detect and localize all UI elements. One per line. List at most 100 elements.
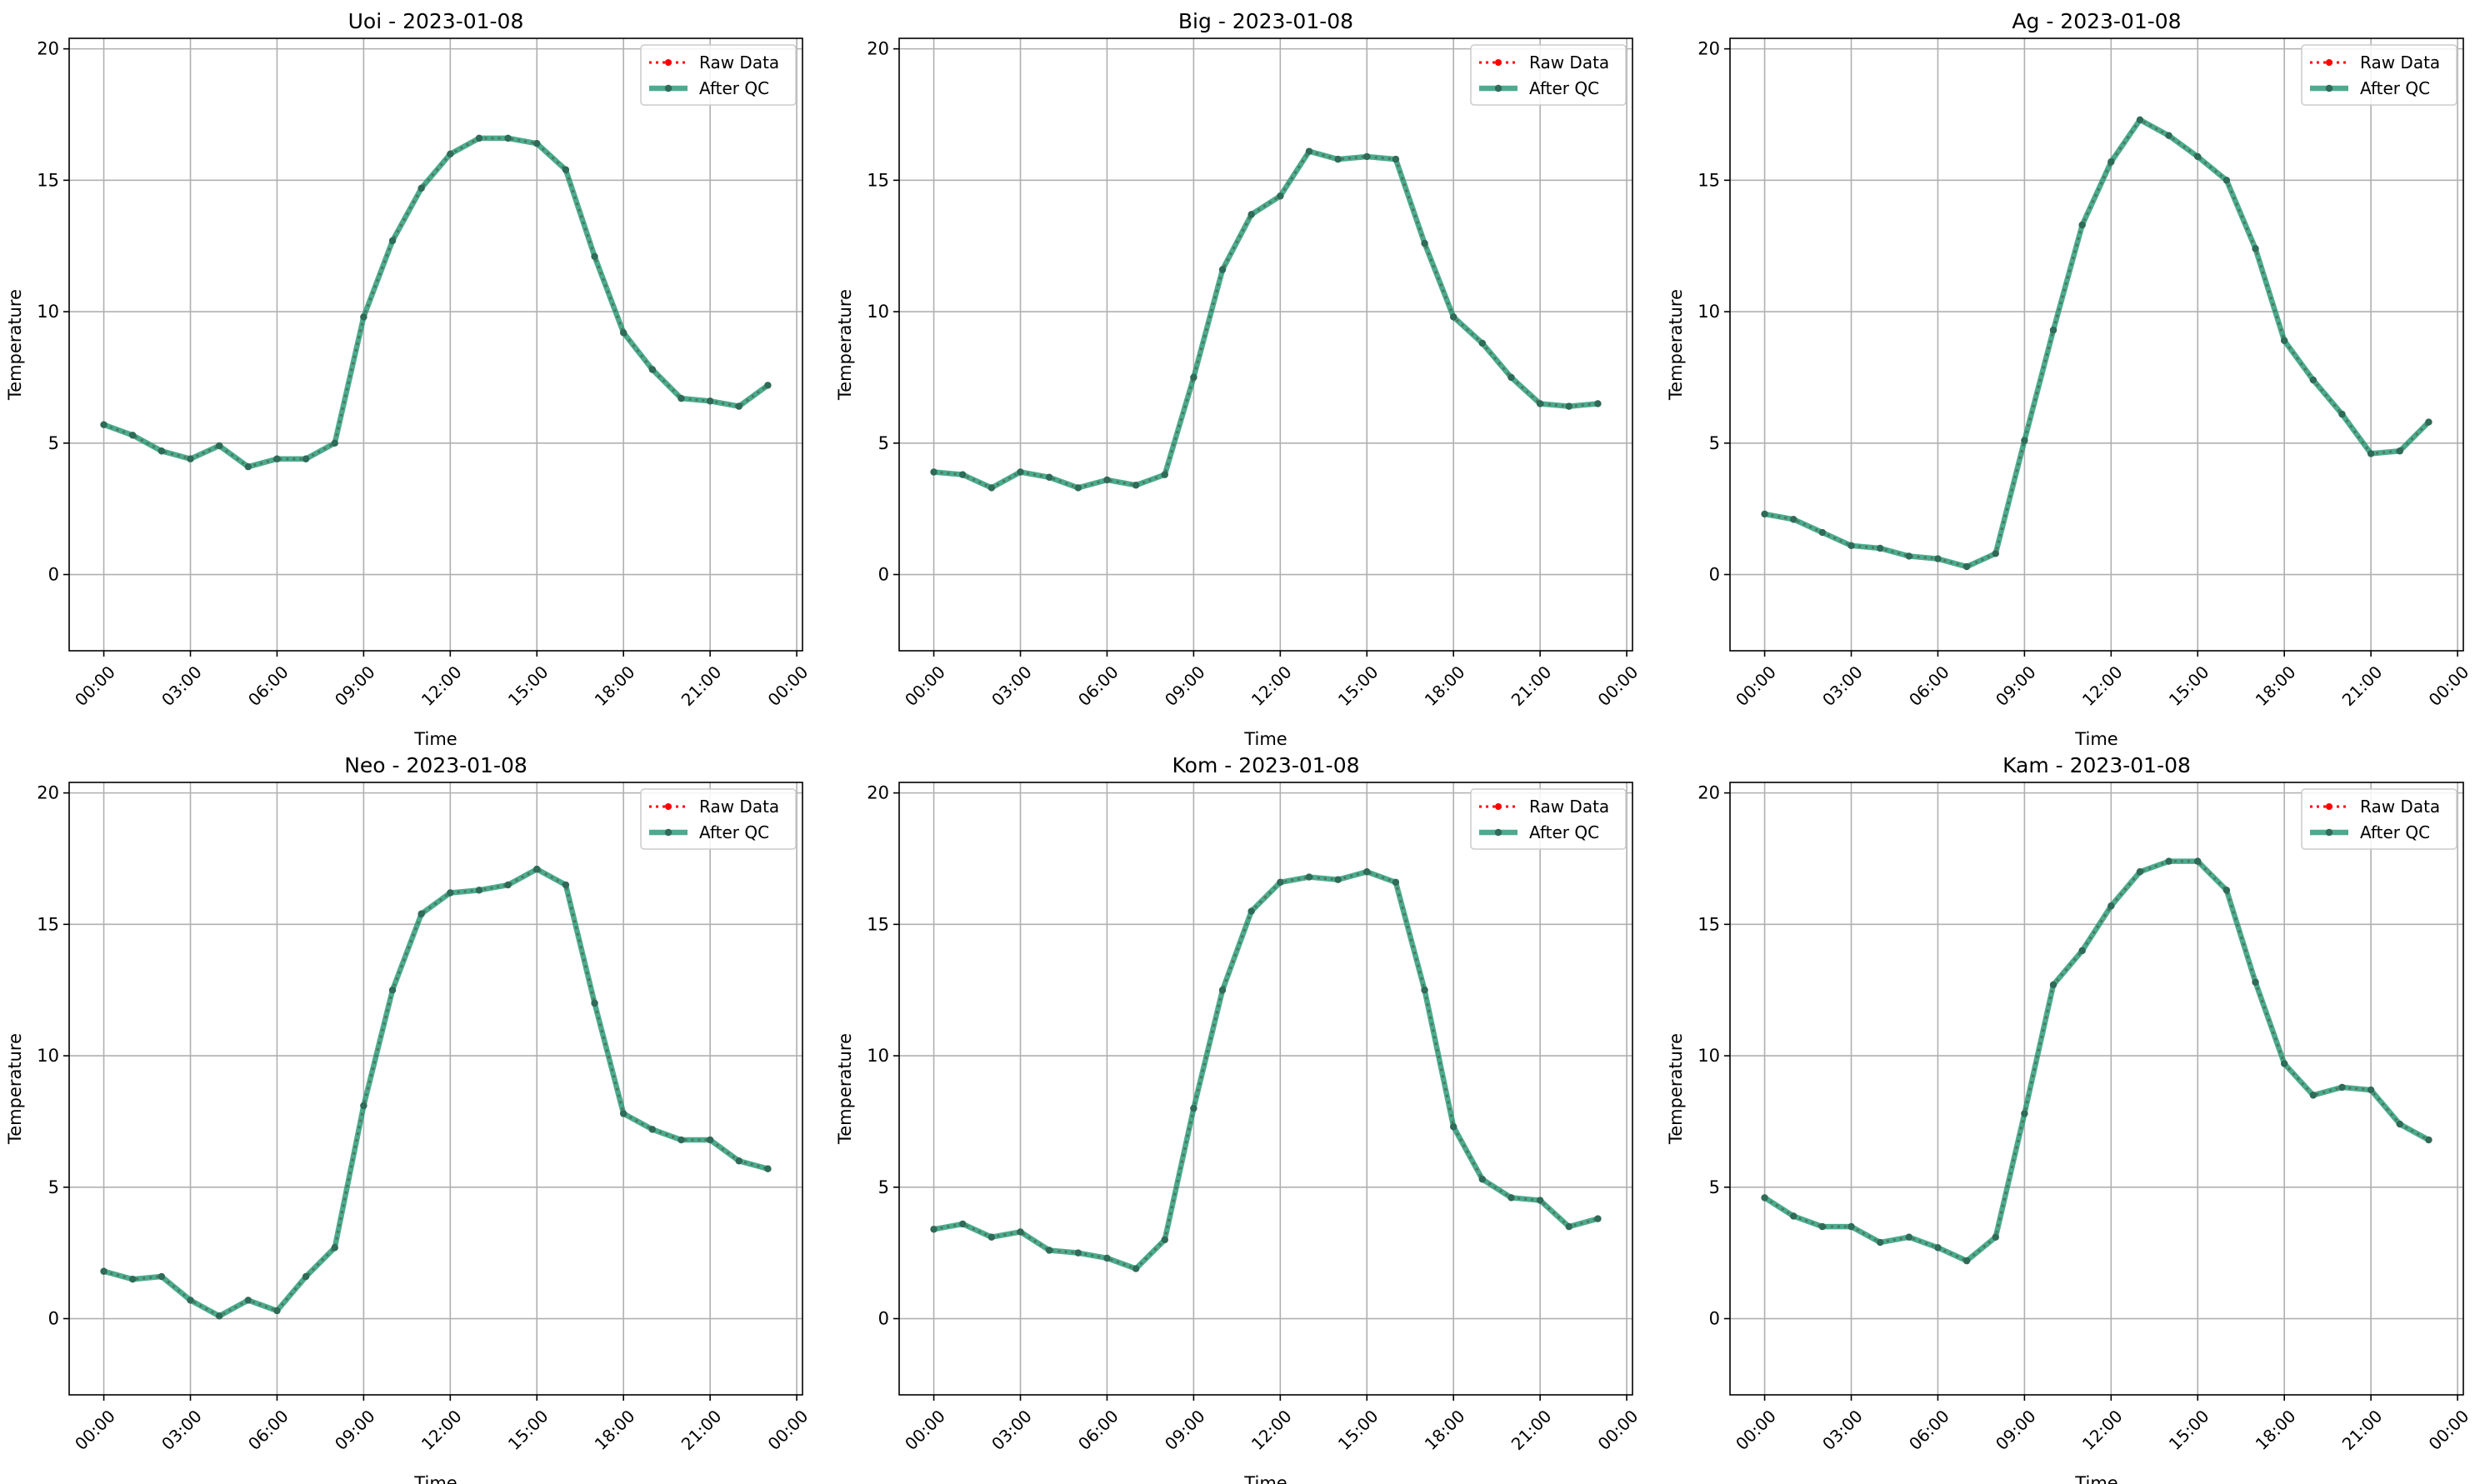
after-qc-line — [933, 148, 1598, 491]
after-qc-point — [2425, 1136, 2432, 1144]
legend-label-qc: After QC — [1529, 822, 1599, 842]
legend-label-qc: After QC — [2360, 78, 2430, 98]
after-qc-point — [129, 1276, 137, 1283]
subplot-title: Neo - 2023-01-08 — [344, 753, 528, 777]
axes-frame — [898, 782, 1633, 1396]
legend-label-qc: After QC — [699, 78, 769, 98]
after-qc-point — [1103, 476, 1111, 484]
after-qc-point — [735, 402, 742, 410]
x-tick-label: 15:00 — [1334, 1406, 1382, 1454]
subplot-2: 00:00 03:00 06:00 09:00 12:00 15:00 18:00 21:00… — [835, 9, 1642, 749]
after-qc-line — [1763, 117, 2431, 570]
after-qc-point — [2078, 221, 2086, 229]
y-tick-label: 15 — [867, 914, 889, 934]
raw-data-line — [933, 870, 1598, 1271]
x-tick-label: 03:00 — [1818, 662, 1867, 710]
legend-qc-marker — [664, 84, 672, 92]
after-qc-line — [102, 135, 770, 470]
after-qc-point — [2165, 132, 2172, 139]
x-axis-label: Time — [1243, 1473, 1287, 1484]
after-qc-point — [706, 1136, 714, 1144]
axes-frame — [1729, 782, 2464, 1396]
after-qc-point — [100, 1267, 108, 1275]
subplot-title: Uoi - 2023-01-08 — [348, 9, 524, 33]
after-qc-point — [988, 1233, 996, 1241]
after-qc-point — [1334, 155, 1342, 163]
after-qc-point — [1508, 1194, 1515, 1202]
after-qc-point — [1565, 402, 1572, 410]
x-tick-label: 09:00 — [1161, 662, 1209, 710]
legend-raw-marker — [665, 803, 672, 810]
after-qc-point — [1161, 471, 1168, 478]
after-qc-point — [273, 1307, 281, 1315]
raw-data-line — [1763, 860, 2430, 1262]
after-qc-point — [1421, 987, 1428, 994]
after-qc-point — [1074, 1249, 1082, 1257]
x-tick-label: 09:00 — [1992, 662, 2040, 710]
y-axis-label: Temperature — [5, 289, 25, 401]
legend-raw-marker — [665, 59, 672, 66]
subplot-3: 00:00 03:00 06:00 09:00 12:00 15:00 18:00 21:00… — [1666, 9, 2472, 749]
after-qc-point — [2280, 1060, 2288, 1067]
after-qc-line — [102, 866, 769, 1319]
after-qc-point — [2425, 418, 2432, 426]
after-qc-point — [2396, 447, 2403, 455]
legend-qc-marker — [1494, 828, 1502, 837]
after-qc-point — [1132, 482, 1140, 489]
after-qc-point — [1508, 373, 1515, 382]
after-qc-point — [2194, 857, 2202, 865]
subplot-title: Kom - 2023-01-08 — [1172, 753, 1360, 777]
legend: Raw Data After QC — [1470, 44, 1627, 106]
after-qc-point — [1536, 400, 1544, 407]
subplot-6: 00:00 03:00 06:00 09:00 12:00 15:00 18:00 21:00… — [1666, 753, 2472, 1484]
after-qc-point — [475, 887, 483, 894]
after-qc-point — [1818, 1222, 1827, 1231]
after-qc-point — [2338, 410, 2346, 418]
legend-qc-marker — [1494, 84, 1502, 92]
after-qc-point — [2108, 158, 2115, 166]
legend: Raw Data After QC — [640, 788, 797, 850]
x-tick-label: 06:00 — [244, 662, 292, 710]
after-qc-point — [2309, 376, 2318, 384]
after-qc-point — [215, 1312, 223, 1320]
after-qc-point — [158, 447, 166, 455]
after-qc-point — [1761, 510, 1768, 518]
after-qc-point — [360, 313, 368, 321]
after-qc-point — [129, 432, 137, 439]
y-tick-label: 20 — [1698, 783, 1720, 803]
after-qc-point — [562, 166, 570, 173]
legend: Raw Data After QC — [640, 44, 797, 106]
x-tick-label: 06:00 — [1905, 1406, 1953, 1454]
y-tick-label: 0 — [48, 1309, 59, 1329]
after-qc-point — [1876, 1238, 1884, 1247]
subplot-title: Ag - 2023-01-08 — [2012, 9, 2181, 33]
legend-raw-marker — [1495, 59, 1502, 66]
raw-data-line — [1764, 117, 2430, 568]
x-tick-label: 03:00 — [988, 662, 1036, 710]
x-tick-label: 06:00 — [244, 1406, 292, 1454]
after-qc-point — [2049, 981, 2058, 989]
axes-frame — [68, 37, 803, 652]
x-tick-label: 15:00 — [504, 662, 552, 710]
series-raw-data — [100, 866, 772, 1320]
x-tick-label: 09:00 — [331, 662, 379, 710]
after-qc-point — [244, 1297, 252, 1304]
after-qc-point — [504, 134, 512, 142]
after-qc-point — [1449, 1123, 1458, 1131]
legend-label-raw: Raw Data — [1529, 797, 1609, 817]
after-qc-point — [2049, 326, 2058, 334]
y-tick-label: 5 — [878, 433, 889, 453]
after-qc-point — [648, 1126, 657, 1133]
x-tick-label: 21:00 — [678, 662, 726, 710]
after-qc-point — [764, 382, 772, 389]
x-tick-label: 00:00 — [764, 1406, 812, 1454]
after-qc-point — [244, 462, 252, 471]
after-qc-point — [215, 442, 223, 450]
x-tick-label: 15:00 — [2165, 662, 2213, 710]
after-qc-point — [331, 439, 338, 447]
after-qc-point — [1103, 1254, 1111, 1262]
x-tick-label: 00:00 — [901, 662, 949, 710]
after-qc-point — [1790, 1212, 1798, 1220]
y-tick-label: 20 — [1698, 39, 1720, 59]
